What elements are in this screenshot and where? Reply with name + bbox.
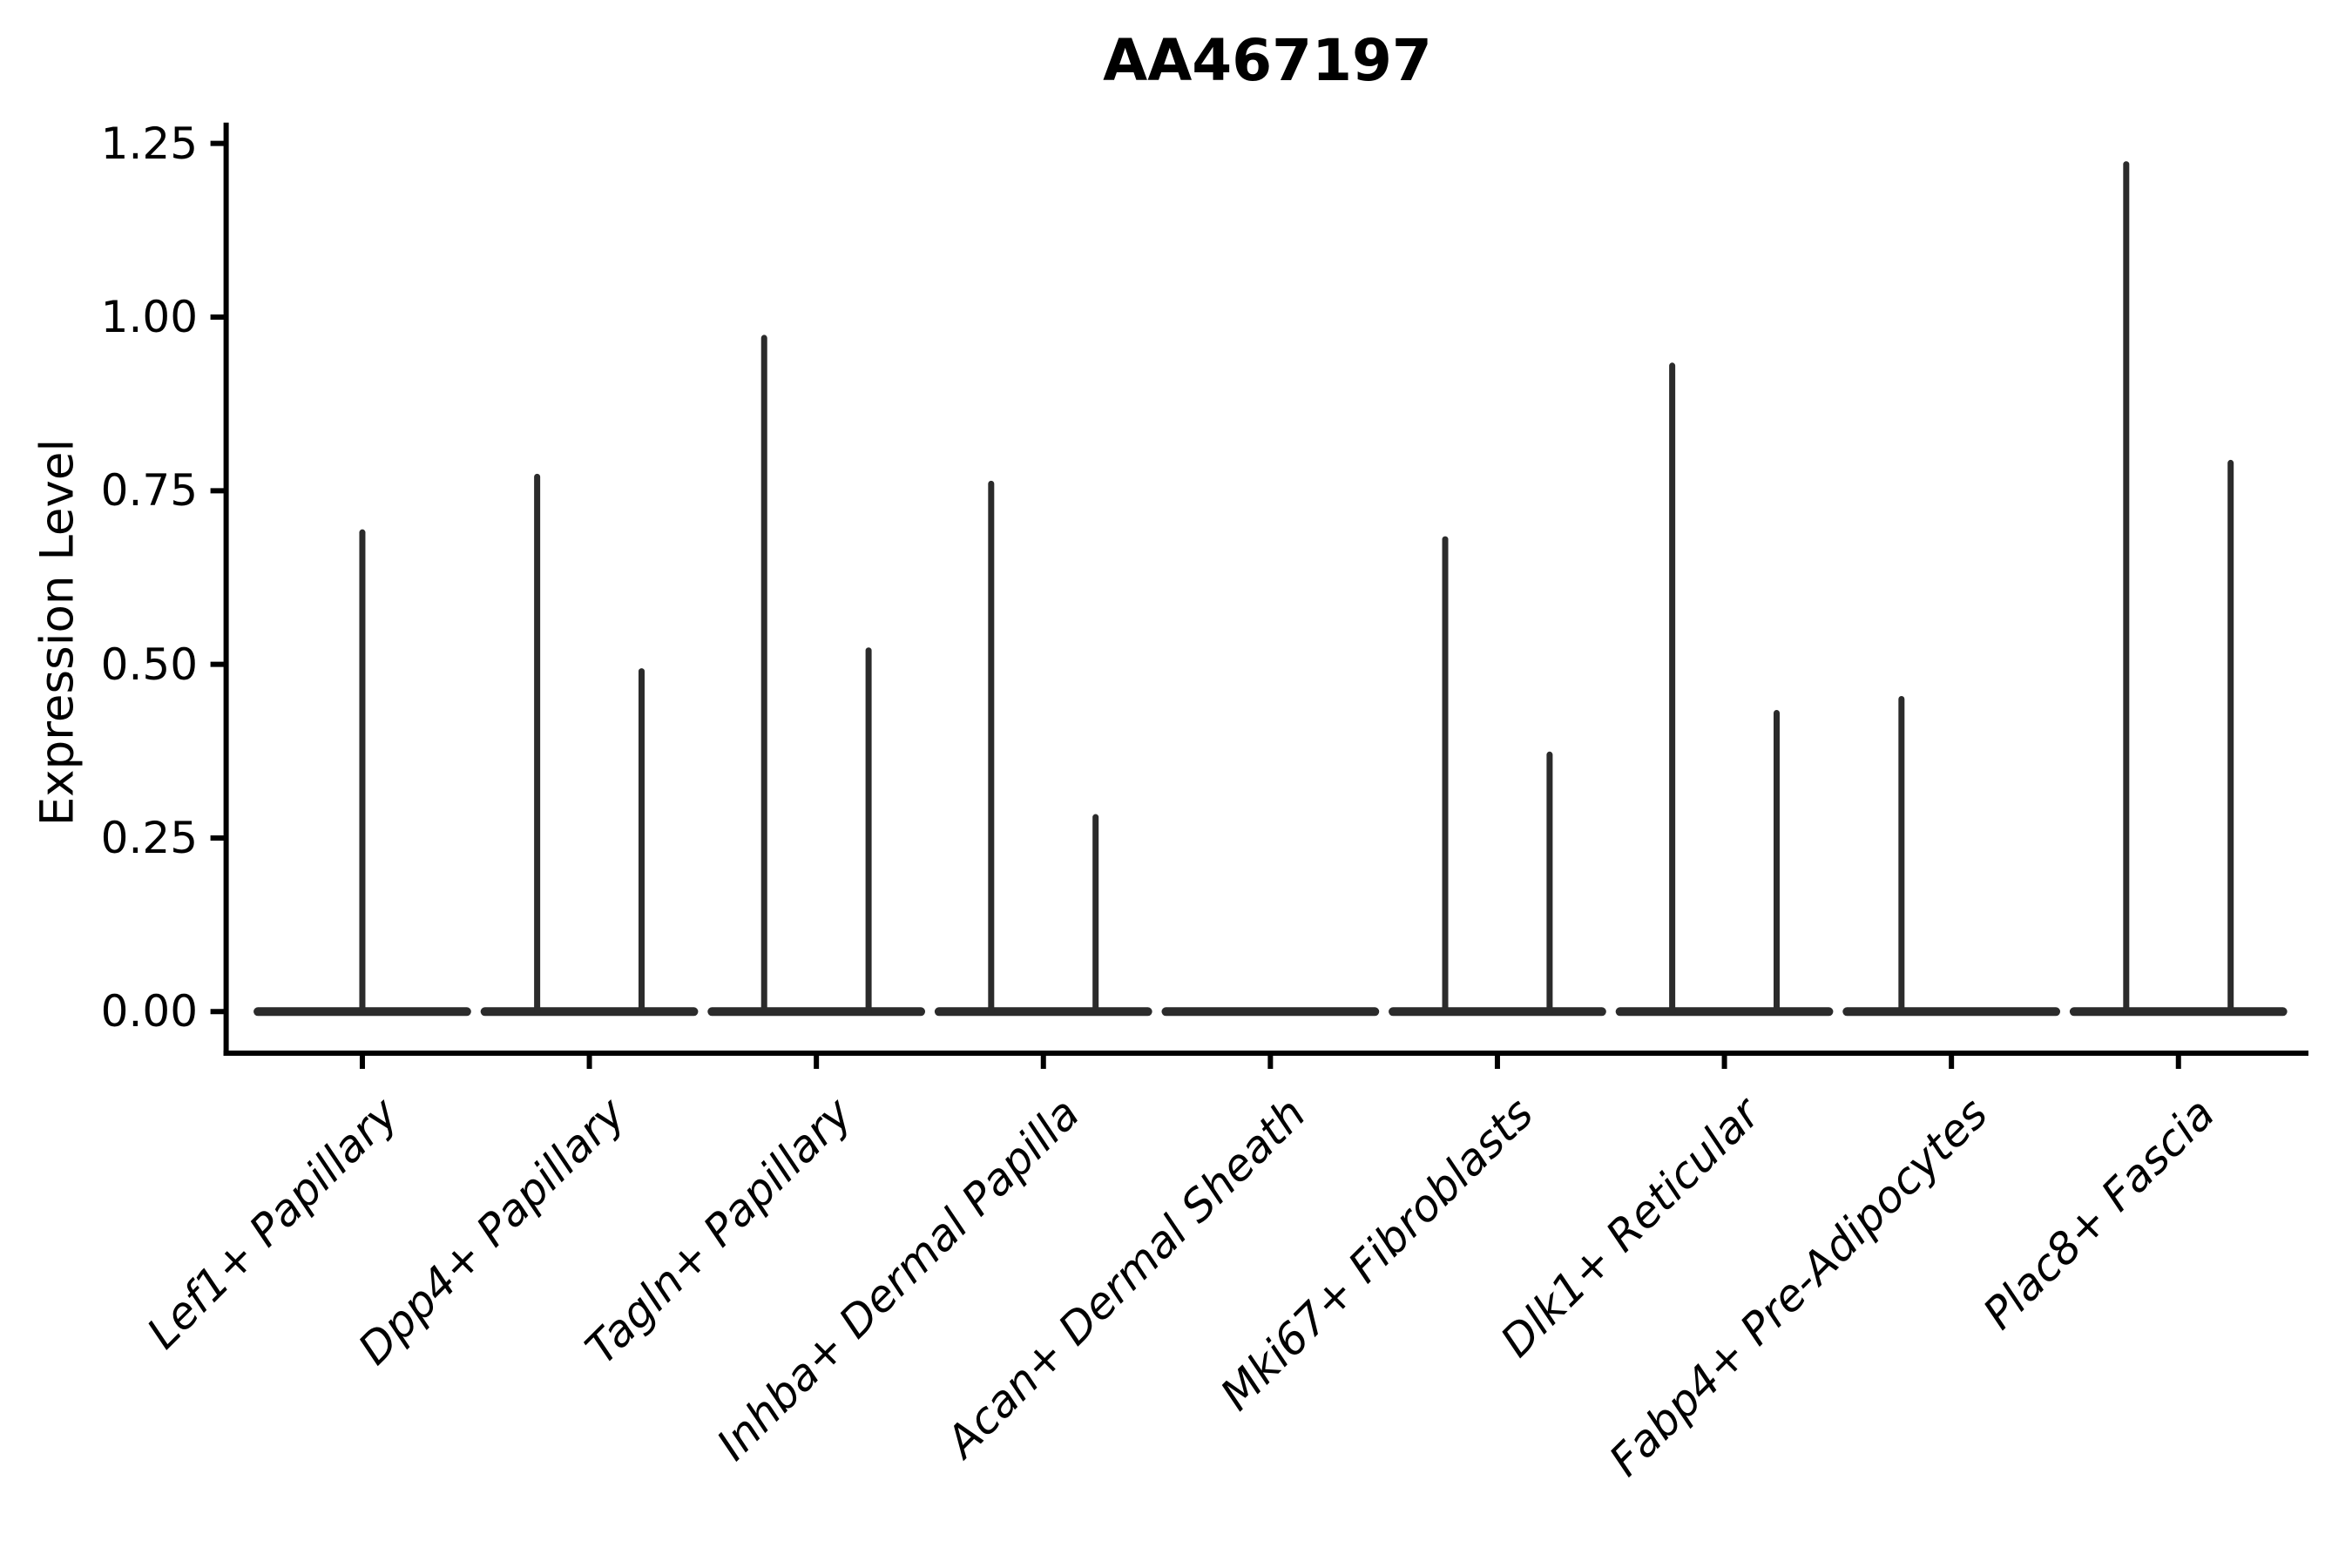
y-tick-label: 0.00: [100, 986, 198, 1037]
y-tick-label: 0.25: [100, 812, 198, 863]
y-tick-label: 1.00: [100, 292, 198, 342]
y-tick-label: 0.50: [100, 639, 198, 690]
plot-title: AA467197: [1103, 27, 1432, 94]
y-tick-label: 0.75: [100, 465, 198, 517]
y-axis-label: Expression Level: [30, 438, 84, 827]
y-tick-label: 1.25: [100, 118, 198, 169]
